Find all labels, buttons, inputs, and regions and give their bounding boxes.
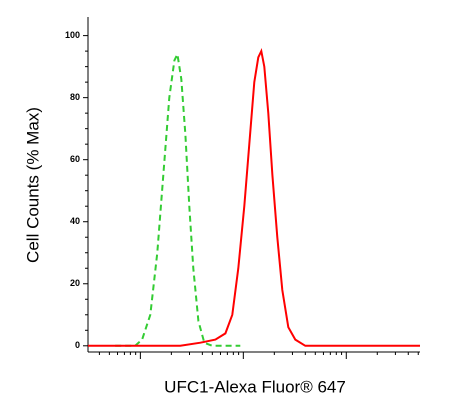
y-tick-label: 80 bbox=[70, 92, 80, 102]
series-line bbox=[88, 47, 420, 347]
series-line bbox=[115, 50, 241, 347]
y-tick-label: 0 bbox=[75, 340, 80, 350]
y-tick-label: 20 bbox=[70, 278, 80, 288]
x-axis-title: UFC1-Alexa Fluor® 647 bbox=[164, 377, 346, 396]
y-tick-label: 40 bbox=[70, 216, 80, 226]
y-axis-title: Cell Counts (% Max) bbox=[23, 107, 42, 263]
y-tick-label: 60 bbox=[70, 154, 80, 164]
y-tick-label: 100 bbox=[65, 30, 80, 40]
